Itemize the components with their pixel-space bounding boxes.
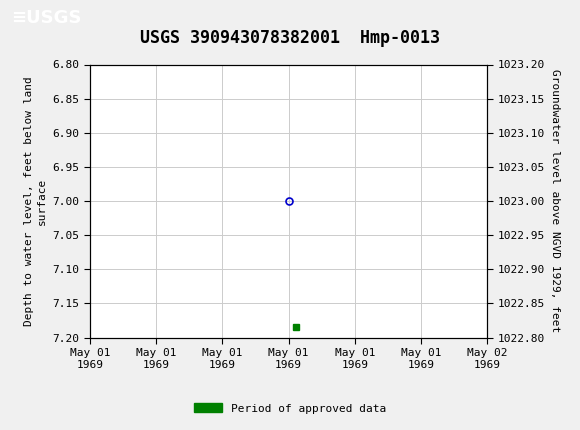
Text: USGS 390943078382001  Hmp-0013: USGS 390943078382001 Hmp-0013 bbox=[140, 29, 440, 47]
Legend: Period of approved data: Period of approved data bbox=[190, 399, 390, 418]
Text: ≡USGS: ≡USGS bbox=[12, 9, 82, 27]
Y-axis label: Groundwater level above NGVD 1929, feet: Groundwater level above NGVD 1929, feet bbox=[550, 69, 560, 333]
Y-axis label: Depth to water level, feet below land
surface: Depth to water level, feet below land su… bbox=[24, 76, 47, 326]
